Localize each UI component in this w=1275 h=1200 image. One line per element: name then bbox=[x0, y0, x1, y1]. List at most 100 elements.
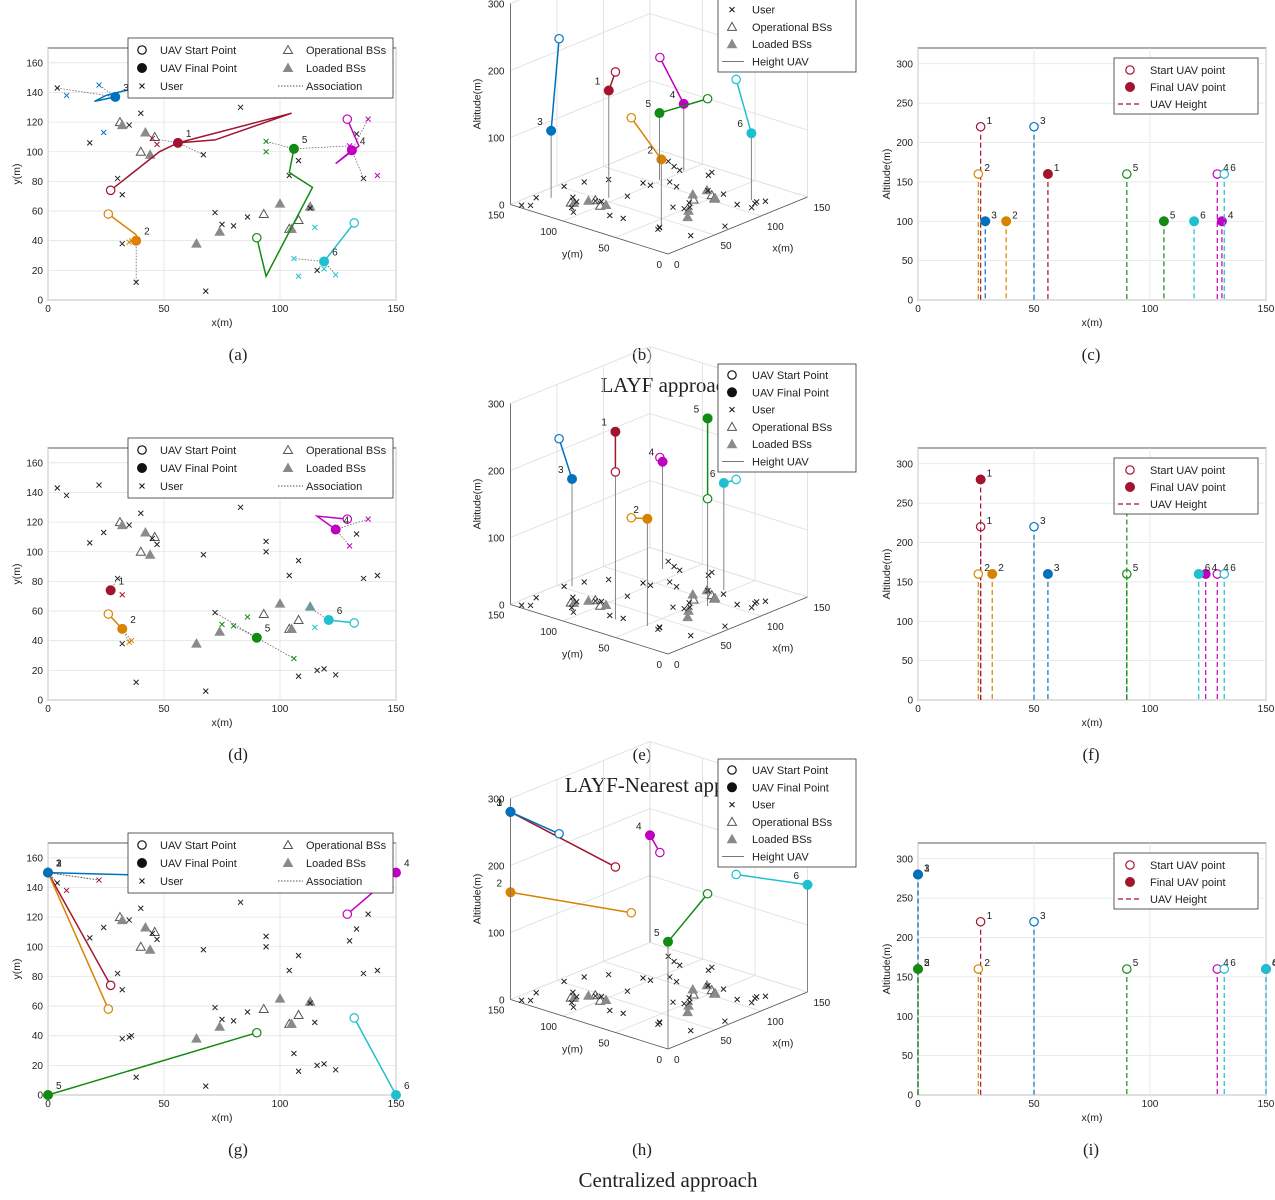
uav-2-final-point bbox=[1001, 216, 1012, 227]
loaded-bs-marker bbox=[274, 993, 286, 1003]
uav-2-trajectory bbox=[510, 891, 632, 914]
user-marker bbox=[365, 911, 372, 918]
legend-box bbox=[1113, 852, 1259, 910]
association-line bbox=[214, 612, 257, 639]
legend-marker bbox=[282, 444, 294, 454]
user-marker bbox=[527, 202, 534, 209]
legend-entry: Final UAV point bbox=[1150, 82, 1226, 94]
user-marker bbox=[624, 193, 631, 200]
legend-marker bbox=[726, 816, 738, 826]
user-marker bbox=[244, 614, 251, 620]
operational-bs-marker bbox=[258, 1003, 270, 1014]
y-tick-label: 20 bbox=[32, 1061, 44, 1072]
uav-6-final-point bbox=[1189, 216, 1200, 227]
user-marker bbox=[592, 198, 599, 204]
user-marker bbox=[666, 579, 673, 585]
legend-marker bbox=[137, 63, 147, 73]
y-tick-label: 0 bbox=[907, 696, 913, 707]
uav-3-final-point bbox=[546, 125, 557, 136]
user-marker bbox=[533, 194, 540, 201]
user-marker bbox=[686, 994, 693, 1001]
user-marker bbox=[561, 183, 567, 190]
legend-marker bbox=[137, 45, 147, 55]
legend-entry: UAV Start Point bbox=[752, 370, 828, 382]
user-marker bbox=[753, 598, 760, 605]
y-axis-label: Altitude(m) bbox=[881, 944, 893, 995]
uav-2-label: 2 bbox=[924, 958, 930, 969]
grid-line bbox=[510, 80, 651, 138]
uav-3-start-point bbox=[554, 433, 564, 444]
uav-2-label: 2 bbox=[647, 145, 653, 156]
legend-entry: User bbox=[160, 81, 184, 93]
user-marker bbox=[748, 604, 755, 611]
uav-5-label: 5 bbox=[1133, 958, 1139, 969]
y-tick-label: 250 bbox=[896, 99, 913, 110]
legend-entry: Loaded BSs bbox=[752, 39, 812, 51]
y-tick-label: 200 bbox=[896, 933, 913, 944]
y-tick-label: 160 bbox=[26, 58, 43, 69]
y-tick-label: 100 bbox=[26, 147, 43, 158]
panel-letter: (c) bbox=[1082, 345, 1101, 364]
z-axis-label: Altitude(m) bbox=[472, 479, 484, 530]
legend-entry: Loaded BSs bbox=[752, 834, 812, 846]
legend-entry: Start UAV point bbox=[1150, 465, 1225, 477]
uav-1-start-point bbox=[975, 121, 986, 132]
uav-1-label: 1 bbox=[987, 516, 993, 527]
y-tick-label: 120 bbox=[26, 913, 43, 924]
uav-3-label: 3 bbox=[1040, 911, 1046, 922]
y-tick-label: 150 bbox=[488, 211, 505, 222]
user-marker bbox=[687, 232, 694, 239]
z-tick-label: 100 bbox=[488, 134, 505, 145]
legend-box bbox=[127, 832, 394, 894]
user-marker bbox=[671, 958, 677, 965]
user-marker bbox=[137, 905, 144, 912]
user-marker bbox=[119, 986, 126, 993]
user-marker bbox=[640, 180, 646, 186]
y-tick-label: 0 bbox=[37, 696, 43, 707]
legend-entry: UAV Height bbox=[1150, 99, 1207, 111]
x-tick-label: 50 bbox=[721, 1036, 733, 1047]
user-marker bbox=[63, 92, 70, 99]
legend-marker bbox=[726, 421, 738, 431]
user-marker bbox=[100, 924, 107, 931]
legend-marker bbox=[726, 38, 738, 49]
z-tick-label: 0 bbox=[499, 601, 505, 612]
z-tick-label: 200 bbox=[488, 862, 505, 873]
user-marker bbox=[568, 999, 575, 1006]
panel-e: 0501001500501001500100200300x(m)y(m)Alti… bbox=[472, 346, 857, 671]
user-marker bbox=[244, 214, 251, 220]
y-tick-label: 300 bbox=[896, 854, 913, 865]
user-marker bbox=[561, 583, 567, 590]
legend-entry: UAV Height bbox=[1150, 499, 1207, 511]
user-marker bbox=[291, 255, 297, 262]
z-axis-label: Altitude(m) bbox=[472, 79, 484, 130]
loaded-bs-marker bbox=[144, 549, 156, 559]
legend-entry: UAV Height bbox=[1150, 894, 1207, 906]
x-tick-label: 150 bbox=[1258, 1099, 1275, 1110]
legend-box bbox=[127, 37, 394, 99]
uav-4-start-point bbox=[655, 847, 665, 858]
uav-1-start-point bbox=[610, 467, 621, 477]
uav-1-label: 1 bbox=[186, 129, 192, 140]
y-tick-label: 0 bbox=[37, 296, 43, 307]
loaded-bs-marker bbox=[274, 198, 286, 208]
user-marker bbox=[671, 163, 677, 170]
user-marker bbox=[687, 632, 694, 639]
uav-3-label: 3 bbox=[1054, 563, 1060, 574]
user-marker bbox=[154, 541, 160, 548]
grid-line bbox=[556, 980, 715, 1031]
grid-line bbox=[649, 547, 808, 598]
uav-4-trajectory bbox=[335, 118, 360, 165]
legend-marker bbox=[1125, 860, 1135, 870]
user-marker bbox=[291, 1050, 297, 1057]
user-marker bbox=[295, 1068, 302, 1075]
user-marker bbox=[133, 279, 140, 286]
user-marker bbox=[681, 605, 688, 612]
legend-entry: UAV Final Point bbox=[160, 63, 237, 75]
user-marker bbox=[291, 655, 297, 662]
user-marker bbox=[295, 952, 302, 959]
y-axis-line bbox=[510, 204, 669, 255]
uav-5-start-point bbox=[1122, 964, 1132, 974]
loaded-bs-marker bbox=[140, 126, 151, 137]
uav-5-label: 5 bbox=[654, 928, 660, 939]
